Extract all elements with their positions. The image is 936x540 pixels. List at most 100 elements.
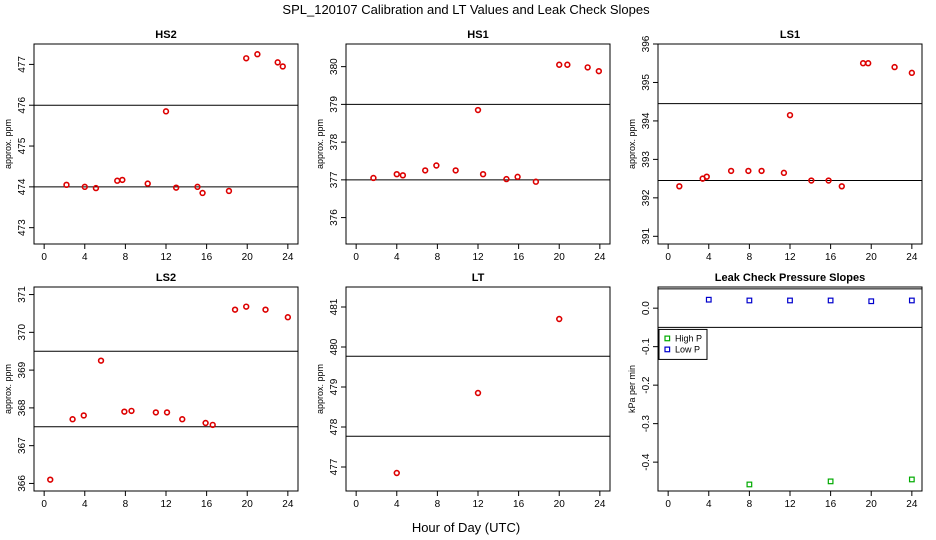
data-point	[97, 357, 105, 364]
legend-marker	[664, 346, 671, 353]
data-point	[63, 181, 70, 189]
y-tick-label: 368	[17, 399, 28, 416]
data-point	[163, 409, 171, 416]
y-tick-label: 477	[17, 56, 28, 73]
data-point	[758, 167, 765, 175]
y-tick-label: 475	[17, 137, 28, 154]
x-tick-label: 24	[594, 252, 606, 263]
y-tick-label: 478	[329, 418, 340, 435]
x-tick-label: 20	[554, 499, 566, 510]
data-point-high-p	[827, 478, 834, 485]
data-point	[128, 407, 135, 415]
plot-frame	[657, 43, 923, 245]
data-point	[279, 63, 286, 70]
plot-frame	[33, 286, 299, 492]
y-tick-label: 378	[329, 133, 340, 150]
data-point	[262, 306, 269, 313]
data-point	[199, 189, 206, 197]
panel-title: LT	[472, 272, 485, 284]
panel-title: HS2	[155, 29, 176, 41]
data-point	[393, 469, 400, 477]
data-point-low-p	[746, 297, 753, 304]
y-axis-label: approx. ppm	[627, 119, 637, 169]
data-point	[908, 69, 916, 77]
y-tick-label: 481	[329, 298, 340, 315]
data-point	[786, 111, 794, 119]
x-tick-label: 4	[394, 499, 400, 510]
x-axis-label: Hour of Day (UTC)	[412, 520, 520, 535]
panel-title: LS1	[780, 29, 800, 41]
y-tick-label: 380	[329, 58, 340, 75]
x-tick-label: 16	[201, 252, 213, 263]
y-tick-label: 391	[641, 228, 652, 245]
y-tick-label: 395	[641, 74, 652, 91]
panel-title: Leak Check Pressure Slopes	[715, 272, 865, 284]
y-tick-label: 366	[17, 475, 28, 492]
data-point	[556, 315, 563, 323]
data-point	[243, 303, 250, 310]
y-axis-label: kPa per min	[627, 365, 637, 413]
plot-frame	[33, 43, 299, 245]
y-tick-label: 371	[17, 286, 28, 303]
plot-frame	[657, 286, 923, 492]
data-point	[433, 162, 440, 169]
data-point	[274, 59, 281, 66]
data-point-high-p	[908, 476, 915, 483]
x-tick-label: 24	[594, 499, 606, 510]
panel-3: LS1 approx. ppm 0 4 8 12 16 20 24 391 392 393 394 395…	[627, 29, 923, 263]
y-tick-label: 0.0	[641, 301, 652, 315]
y-tick-label: 367	[17, 437, 28, 454]
data-point	[584, 64, 591, 71]
y-tick-label: 393	[641, 151, 652, 168]
x-tick-label: 8	[123, 499, 129, 510]
x-tick-label: 8	[435, 252, 441, 263]
y-axis-label: approx. ppm	[315, 364, 325, 414]
data-point	[808, 177, 815, 184]
y-tick-label: 474	[17, 178, 28, 195]
data-point	[838, 183, 845, 190]
y-tick-label: -0.2	[641, 376, 652, 394]
y-tick-label: 392	[641, 189, 652, 206]
panel-1: HS2 approx. ppm 0 4 8 12 16 20 24 473 474 475 476 477	[3, 29, 299, 263]
data-point	[399, 172, 407, 179]
x-tick-label: 16	[201, 499, 213, 510]
data-point	[514, 173, 521, 181]
data-point	[474, 389, 482, 397]
data-point	[81, 183, 88, 191]
data-point	[47, 476, 54, 483]
data-point	[284, 314, 292, 321]
panel-title: HS1	[467, 29, 488, 41]
x-tick-label: 0	[665, 499, 671, 510]
x-tick-label: 24	[906, 252, 918, 263]
y-tick-label: 473	[17, 219, 28, 236]
data-point	[891, 63, 898, 71]
y-tick-label: 477	[329, 458, 340, 475]
y-tick-label: 396	[641, 35, 652, 52]
data-point	[864, 60, 872, 67]
data-point	[114, 177, 121, 184]
x-tick-label: 20	[866, 499, 878, 510]
data-point	[92, 184, 100, 192]
data-point	[564, 61, 571, 68]
y-tick-label: 476	[17, 96, 28, 113]
x-tick-label: 12	[160, 252, 172, 263]
x-tick-label: 24	[282, 499, 294, 510]
x-tick-label: 0	[665, 252, 671, 263]
data-point	[595, 67, 603, 75]
x-tick-label: 8	[435, 499, 441, 510]
x-tick-label: 12	[160, 499, 172, 510]
x-tick-label: 4	[706, 499, 712, 510]
x-tick-label: 12	[472, 499, 484, 510]
data-point-low-p	[868, 298, 875, 305]
x-tick-label: 20	[242, 252, 254, 263]
x-tick-label: 0	[353, 499, 359, 510]
data-point	[532, 178, 540, 185]
y-tick-label: 379	[329, 96, 340, 113]
data-point	[422, 167, 429, 174]
x-tick-label: 8	[747, 499, 753, 510]
data-point	[194, 183, 201, 191]
main-title: SPL_120107 Calibration and LT Values and…	[282, 2, 650, 17]
data-point	[254, 51, 261, 58]
